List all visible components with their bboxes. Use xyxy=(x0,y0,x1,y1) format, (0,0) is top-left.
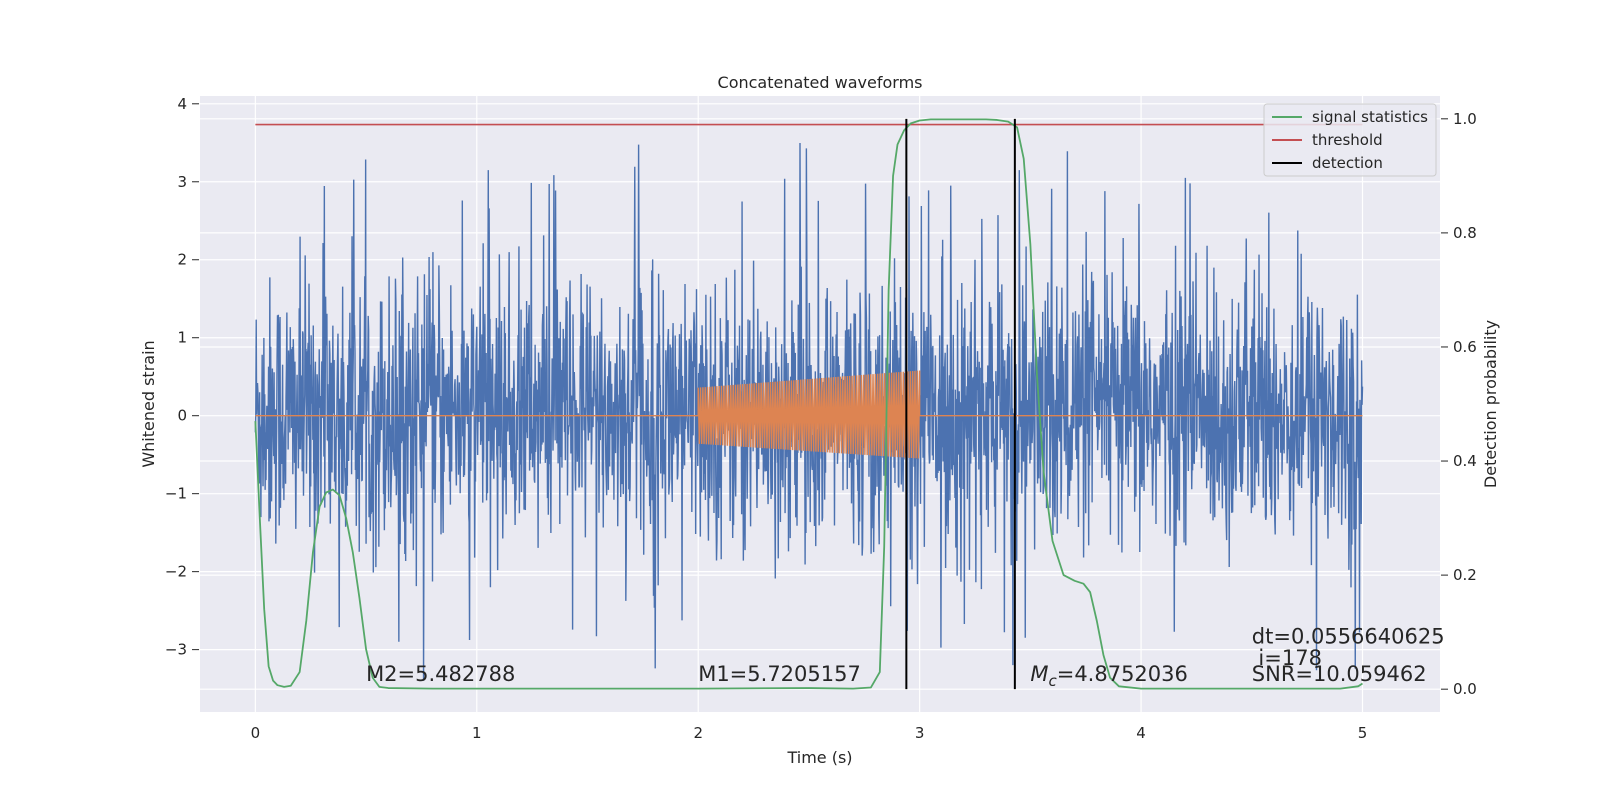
data-layer xyxy=(254,118,1364,690)
legend-box xyxy=(1263,103,1437,177)
annotation-text: M2=5.482788 xyxy=(366,662,515,686)
signal-statistics-line xyxy=(254,118,1363,690)
y-left-tick-label: 1 xyxy=(177,329,187,347)
y-right-tick-label: 0.2 xyxy=(1453,566,1477,584)
y-right-tick-label: 0.4 xyxy=(1453,452,1477,470)
x-tick-label: 2 xyxy=(693,724,703,742)
annotation-layer: M2=5.482788 M1=5.7205157 Mc=4.8752036 dt=0.… xyxy=(366,624,1445,689)
chart-title: Concatenated waveforms xyxy=(718,73,923,92)
y-left-tick-label: 2 xyxy=(177,251,187,269)
annotation-text: SNR=10.059462 xyxy=(1252,662,1427,686)
x-tick-label: 4 xyxy=(1136,724,1146,742)
x-tick-label: 1 xyxy=(472,724,482,742)
y-left-tick-label: 0 xyxy=(177,407,187,425)
y-left-tick-label: −3 xyxy=(165,641,187,659)
annotation-text: i=178 xyxy=(1258,646,1322,670)
legend-entry-label: signal statistics xyxy=(1312,108,1428,126)
y-axis-left-label: Whitened strain xyxy=(139,340,158,467)
legend-entry-label: detection xyxy=(1312,154,1383,172)
y-left-tick-label: −1 xyxy=(165,485,187,503)
template-waveform-series xyxy=(255,370,1363,459)
annotation-text: Mc=4.8752036 xyxy=(1030,662,1188,690)
x-axis-label: Time (s) xyxy=(786,748,852,767)
y-right-tick-label: 1.0 xyxy=(1453,110,1477,128)
legend-entry-label: threshold xyxy=(1312,131,1383,149)
x-tick-label: 3 xyxy=(915,724,925,742)
x-tick-label: 5 xyxy=(1358,724,1368,742)
legend: signal statistics threshold detection xyxy=(1263,103,1437,177)
y-left-tick-label: 3 xyxy=(177,173,187,191)
y-right-tick-label: 0.8 xyxy=(1453,224,1477,242)
y-right-tick-label: 0.6 xyxy=(1453,338,1477,356)
annotation-text: M1=5.7205157 xyxy=(698,662,861,686)
y-right-tick-label: 0.0 xyxy=(1453,680,1477,698)
x-tick-label: 0 xyxy=(251,724,261,742)
tick-layer: 0 1 2 3 4 5 −3 −2 −1 0 1 2 3 4 0.0 0.2 0.4 0.6 0.8 1.0 xyxy=(165,95,1477,742)
y-left-tick-label: 4 xyxy=(177,95,187,113)
y-left-tick-label: −2 xyxy=(165,563,187,581)
y-axis-right-label: Detection probability xyxy=(1481,320,1500,488)
annotation-text: dt=0.0556640625 xyxy=(1252,624,1445,648)
